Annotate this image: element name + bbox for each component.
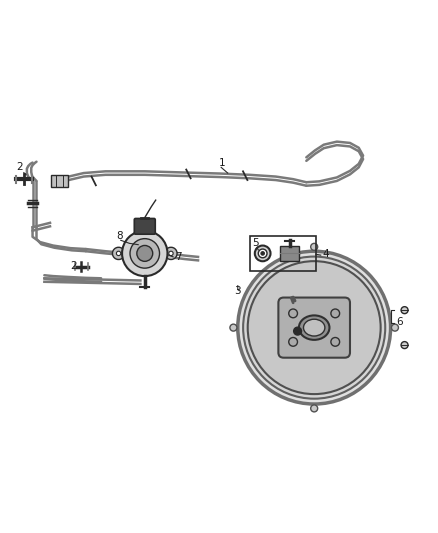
Circle shape (392, 324, 399, 331)
Text: 2: 2 (16, 163, 23, 173)
Circle shape (289, 309, 297, 318)
Circle shape (137, 246, 153, 261)
Circle shape (130, 239, 159, 268)
FancyBboxPatch shape (279, 297, 350, 358)
Circle shape (258, 249, 267, 258)
Circle shape (293, 327, 301, 335)
Circle shape (255, 246, 271, 261)
Circle shape (230, 324, 237, 331)
Bar (251, 236, 316, 271)
Text: 6: 6 (396, 317, 403, 327)
Text: 3: 3 (234, 286, 241, 296)
Wedge shape (165, 247, 177, 260)
Circle shape (122, 231, 167, 276)
Circle shape (331, 309, 339, 318)
Circle shape (401, 306, 408, 313)
Bar (280, 246, 299, 261)
Wedge shape (113, 247, 125, 260)
Circle shape (243, 256, 385, 399)
Circle shape (117, 251, 121, 256)
Circle shape (261, 252, 265, 255)
Text: 1: 1 (219, 158, 226, 168)
Circle shape (331, 337, 339, 346)
Circle shape (401, 342, 408, 349)
Circle shape (248, 261, 381, 394)
Circle shape (289, 337, 297, 346)
Text: 4: 4 (323, 249, 329, 259)
Bar (51, 175, 68, 187)
Text: 2: 2 (71, 261, 77, 271)
Text: 8: 8 (117, 231, 123, 241)
FancyBboxPatch shape (134, 219, 155, 234)
Circle shape (169, 251, 173, 256)
Circle shape (311, 405, 318, 412)
Text: 5: 5 (253, 238, 259, 247)
Circle shape (311, 244, 318, 251)
Ellipse shape (304, 319, 325, 336)
Text: 7: 7 (175, 252, 182, 262)
Ellipse shape (299, 316, 329, 340)
Circle shape (238, 251, 391, 404)
